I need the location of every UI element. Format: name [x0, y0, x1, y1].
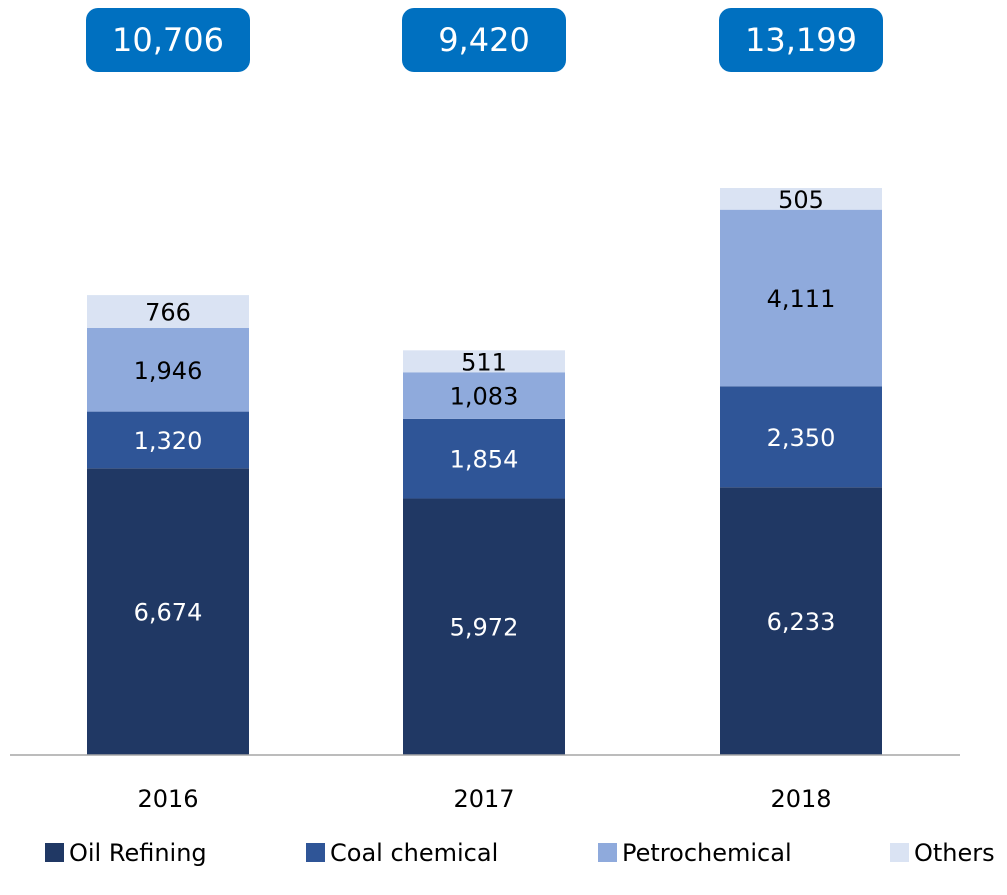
data-label: 5,972 — [450, 614, 519, 642]
data-label: 2,350 — [767, 424, 836, 452]
total-box — [86, 8, 250, 72]
legend-label: Petrochemical — [622, 839, 792, 867]
legend-swatch — [598, 843, 617, 862]
bar-segment — [403, 498, 565, 755]
total-label: 9,420 — [438, 21, 530, 59]
bar-segment — [87, 468, 249, 755]
legend-label: Oil Refining — [69, 839, 207, 867]
legend-label: Coal chemical — [330, 839, 498, 867]
legend-swatch — [306, 843, 325, 862]
data-label: 511 — [461, 348, 507, 376]
data-label: 4,111 — [767, 285, 836, 313]
data-label: 1,320 — [134, 427, 203, 455]
x-tick-label: 2016 — [137, 785, 198, 813]
data-label: 1,854 — [450, 446, 519, 474]
bar-segment — [87, 295, 249, 328]
bar-segment — [720, 487, 882, 755]
bar-segment — [720, 209, 882, 387]
total-box — [719, 8, 883, 72]
bar-segment — [403, 418, 565, 499]
data-label: 6,674 — [134, 599, 203, 627]
data-label: 1,946 — [134, 357, 203, 385]
bar-segment — [720, 188, 882, 210]
data-label: 505 — [778, 186, 824, 214]
total-label: 13,199 — [745, 21, 857, 59]
data-label: 6,233 — [767, 608, 836, 636]
x-tick-label: 2017 — [453, 785, 514, 813]
legend-label: Others — [914, 839, 995, 867]
total-box — [402, 8, 566, 72]
data-label: 1,083 — [450, 383, 519, 411]
bar-segment — [87, 411, 249, 469]
x-tick-label: 2018 — [770, 785, 831, 813]
total-label: 10,706 — [112, 21, 224, 59]
bar-segment — [403, 350, 565, 373]
bar-segment — [403, 372, 565, 419]
legend-swatch — [45, 843, 64, 862]
data-label: 766 — [145, 299, 191, 327]
bar-segment — [720, 386, 882, 488]
legend-swatch — [890, 843, 909, 862]
bar-segment — [87, 327, 249, 412]
